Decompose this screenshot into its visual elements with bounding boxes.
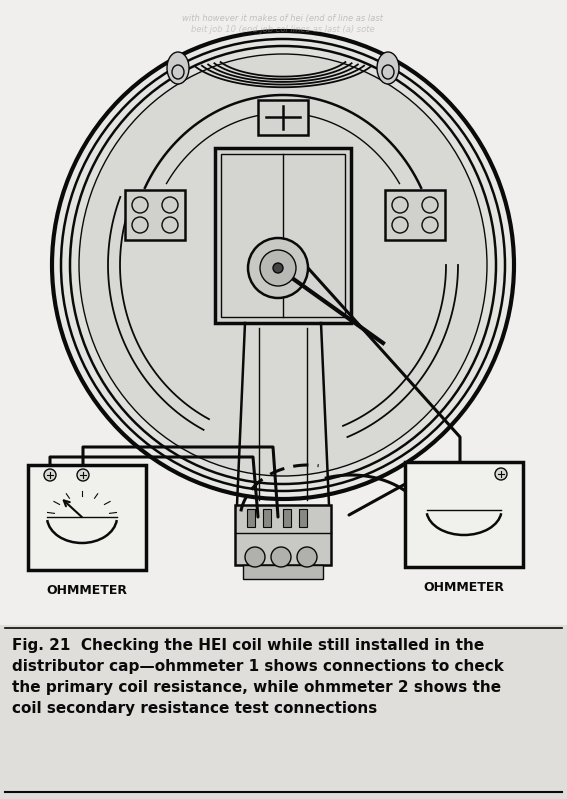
Bar [28, 465, 146, 570]
Circle shape [297, 547, 317, 567]
Bar [243, 565, 323, 579]
Text: OHMMETER: OHMMETER [46, 584, 128, 597]
Text: OHMMETER: OHMMETER [424, 581, 505, 594]
Text: Fig. 21  Checking the HEI coil while still installed in the: Fig. 21 Checking the HEI coil while stil… [12, 638, 484, 653]
Bar [235, 505, 331, 565]
Bar [0, 625, 567, 799]
Circle shape [273, 263, 283, 273]
Bar [215, 148, 351, 323]
Text: distributor cap—ohmmeter 1 shows connections to check: distributor cap—ohmmeter 1 shows connect… [12, 659, 504, 674]
Ellipse shape [377, 52, 399, 84]
Bar [0, 0, 567, 625]
Bar [263, 509, 271, 527]
Circle shape [248, 238, 308, 298]
Text: beit job 10 (end job col lines as last (a) sote: beit job 10 (end job col lines as last (… [191, 25, 375, 34]
Bar [258, 100, 308, 135]
Text: with however it makes of hei (end of line as last: with however it makes of hei (end of lin… [183, 14, 383, 23]
Bar [283, 509, 291, 527]
Bar [405, 462, 523, 567]
Ellipse shape [52, 31, 514, 499]
Text: 2: 2 [458, 531, 470, 550]
Bar [221, 154, 345, 317]
Ellipse shape [61, 39, 505, 491]
Text: 1: 1 [86, 535, 98, 555]
Bar [125, 190, 185, 240]
Text: coil secondary resistance test connections: coil secondary resistance test connectio… [12, 701, 377, 716]
Bar [247, 509, 255, 527]
Circle shape [260, 250, 296, 286]
Circle shape [245, 547, 265, 567]
Ellipse shape [79, 54, 487, 476]
Circle shape [495, 468, 507, 480]
Circle shape [271, 547, 291, 567]
Bar [385, 190, 445, 240]
Text: the primary coil resistance, while ohmmeter 2 shows the: the primary coil resistance, while ohmme… [12, 680, 501, 695]
Ellipse shape [70, 46, 496, 484]
Circle shape [44, 469, 56, 481]
Ellipse shape [167, 52, 189, 84]
Circle shape [77, 469, 89, 481]
Bar [299, 509, 307, 527]
